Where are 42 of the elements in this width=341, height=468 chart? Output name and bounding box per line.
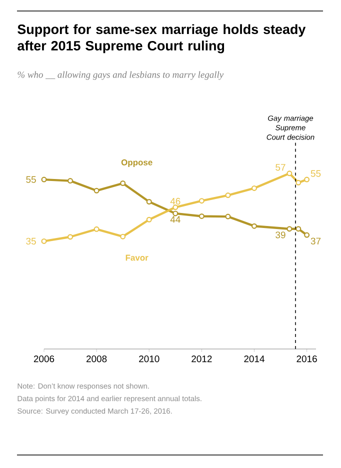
point [120,180,126,186]
data-label: 55 [26,176,36,183]
data-label: 44 [170,216,180,223]
point [304,176,310,182]
point [286,226,292,232]
point [172,210,178,216]
point [225,214,231,220]
series-label: Oppose [121,159,152,168]
chart-title: Support for same-sex marriage holds steady after 2015 Supreme Court ruling [18,24,306,54]
x-tick-label: 2010 [139,356,160,362]
point [94,226,100,232]
point [41,176,47,182]
point [68,234,74,240]
x-tick-label: 2012 [192,356,212,362]
point [286,170,292,176]
data-label: 46 [170,198,180,205]
x-tick-label: 2008 [86,356,107,362]
point [94,188,100,194]
point [146,199,152,204]
data-label: 55 [310,170,321,177]
point [251,185,257,191]
data-label: 39 [276,232,286,238]
point [296,226,302,232]
point [225,192,231,198]
point [198,213,204,219]
data-label: 57 [276,164,286,171]
point [41,238,47,244]
point [120,234,126,240]
x-tick-label: 2014 [244,356,264,362]
point [68,178,74,184]
point [198,198,204,204]
series-label: Favor [126,254,148,261]
point [304,232,310,238]
data-label: 37 [310,238,321,244]
point [146,216,152,222]
x-tick-label: 2016 [296,356,317,362]
x-tick-label: 2006 [34,356,54,362]
point [172,204,178,210]
chart-subtitle: % who __ allowing gays and lesbians to marry legally [18,71,224,80]
point [251,223,257,229]
data-label: 35 [26,238,36,245]
point [296,180,302,186]
